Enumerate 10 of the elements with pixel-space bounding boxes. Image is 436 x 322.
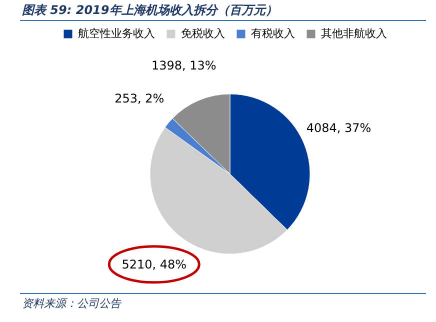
legend-label: 有税收入 [251,27,295,40]
data-label: 1398, 13% [151,58,216,72]
chart-title: 图表 59: 2019年上海机场收入拆分（百万元） [22,2,278,19]
legend-label: 免税收入 [181,27,225,40]
data-label: 253, 2% [114,91,164,106]
data-label: 4084, 37% [306,121,372,136]
legend-label: 航空性业务收入 [78,27,155,40]
legend-label: 其他非航收入 [321,27,387,40]
text: 资料来源：公司公告 [22,296,121,311]
data-label: 5210, 48% [122,257,187,272]
